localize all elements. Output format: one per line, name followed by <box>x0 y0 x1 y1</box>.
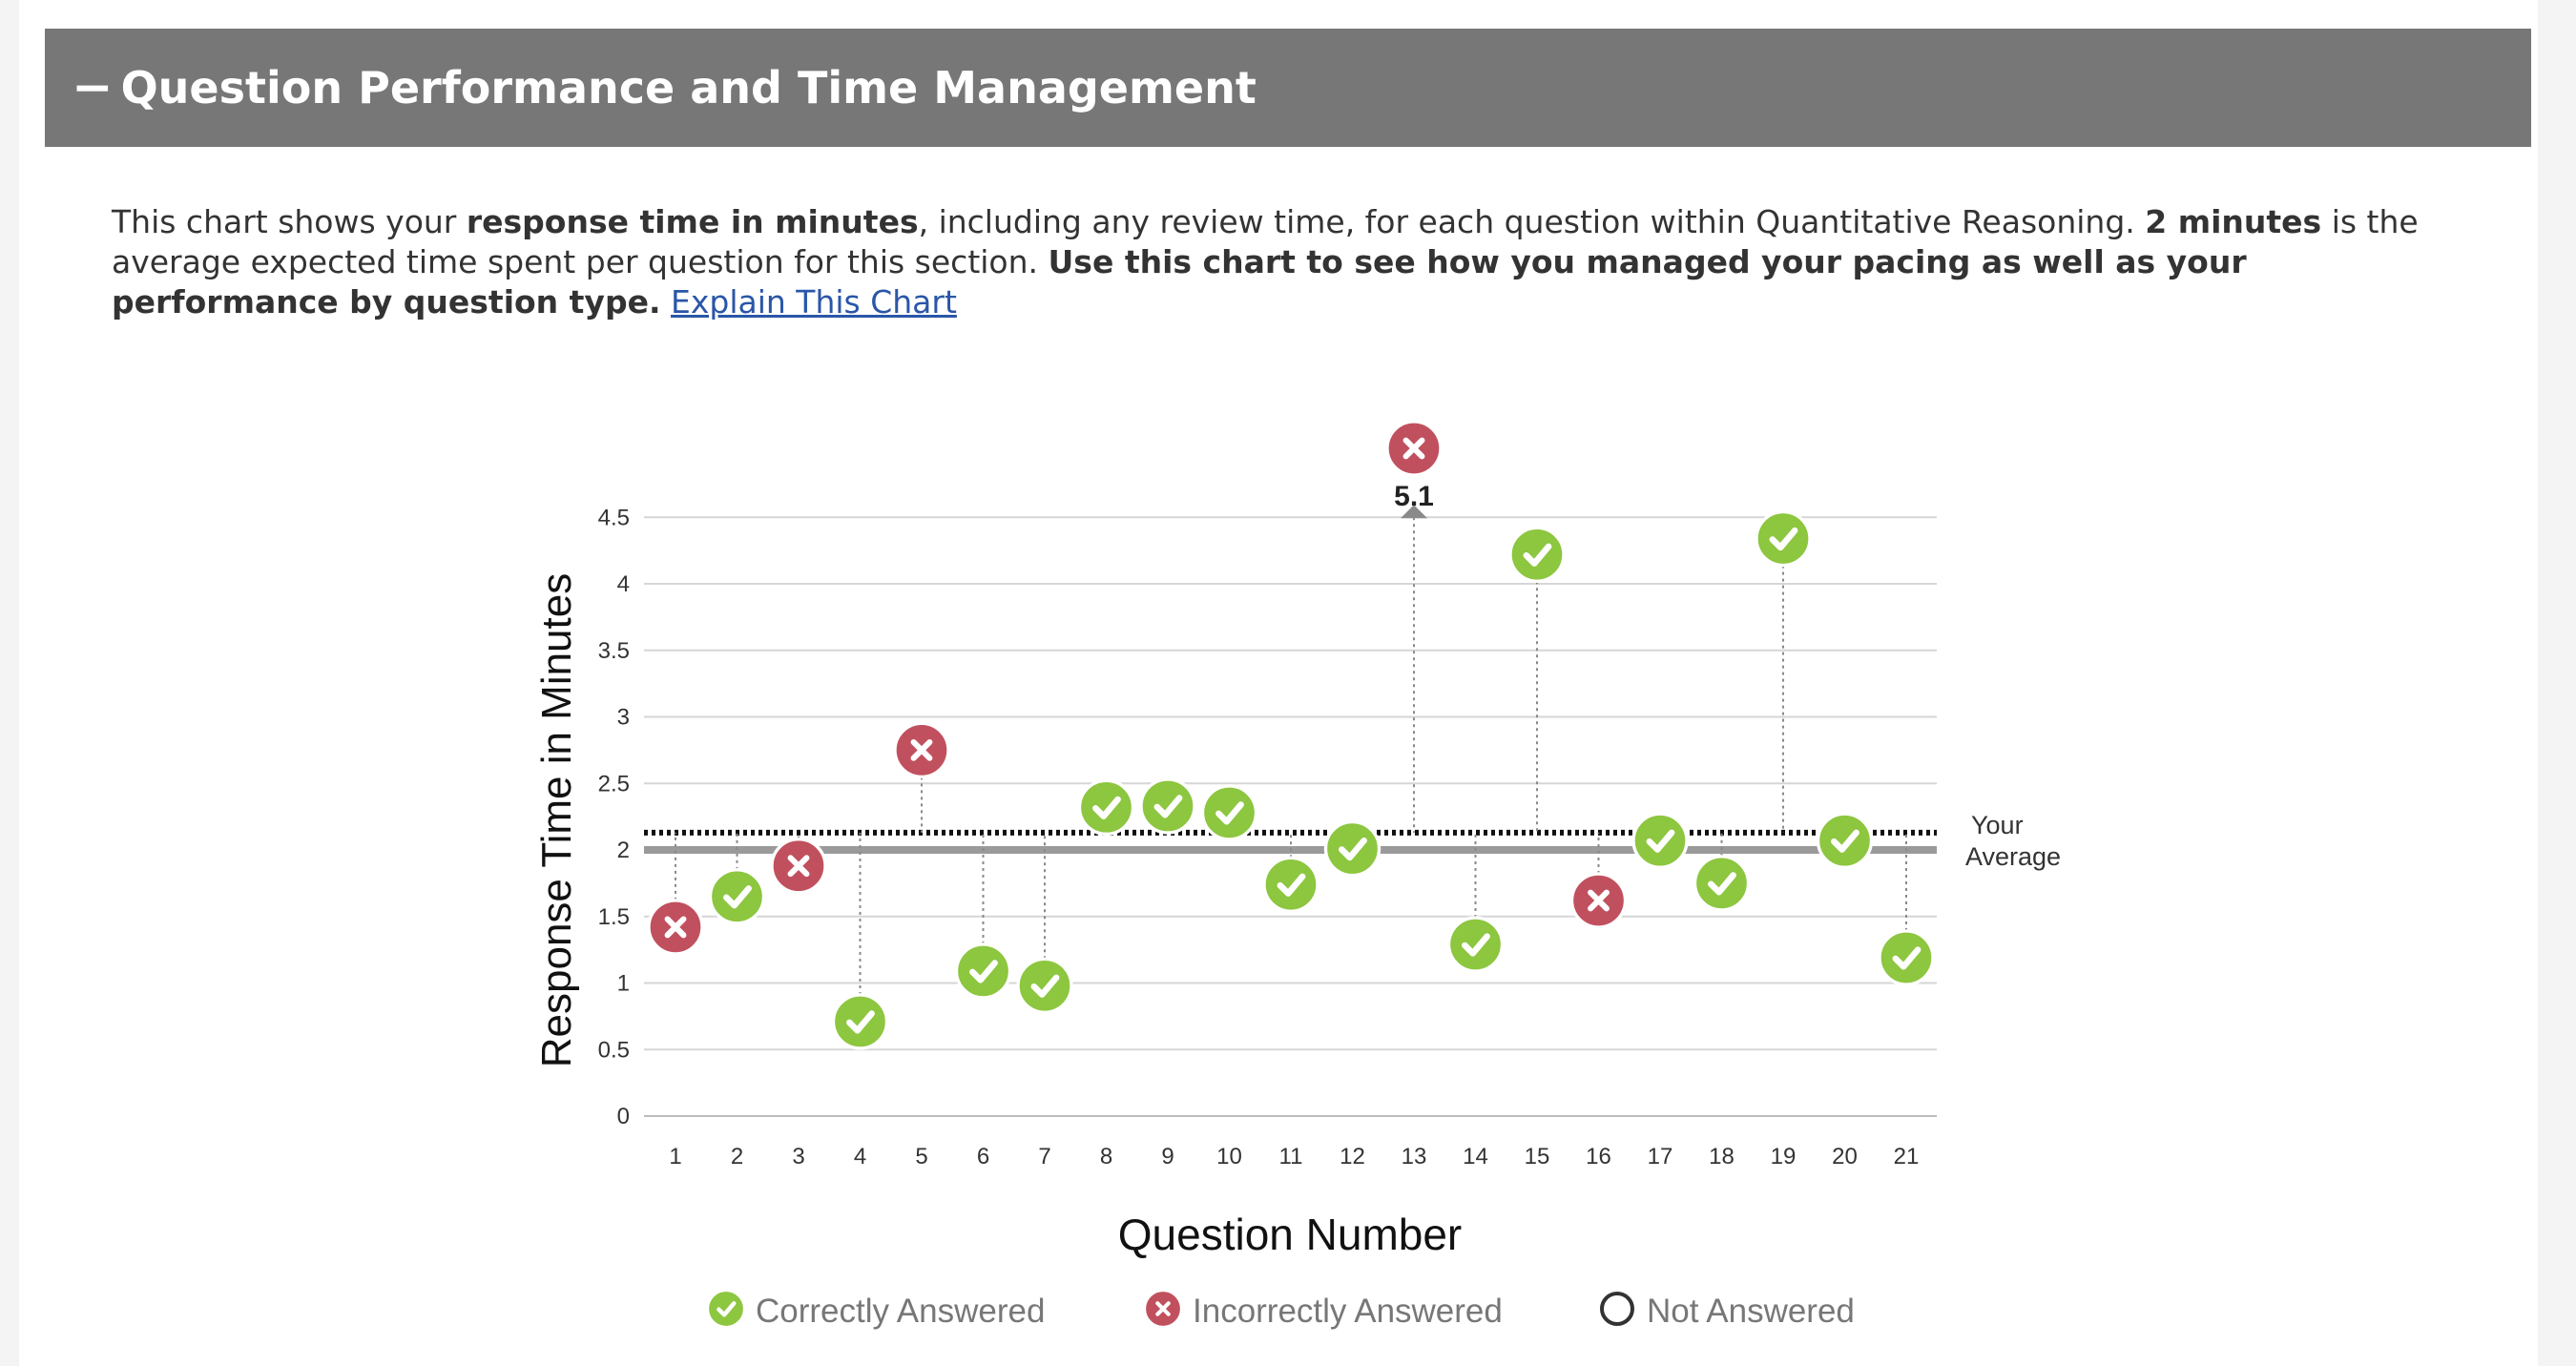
correct-point <box>1755 509 1812 568</box>
legend-correct-label: Correctly Answered <box>756 1293 1045 1330</box>
x-tick-label: 6 <box>977 1144 989 1169</box>
x-tick-label: 5 <box>915 1144 927 1169</box>
overflow-value-label: 5.1 <box>1394 481 1434 512</box>
your-average-label: Your <box>1971 811 2024 839</box>
section-title: Question Performance and Time Management <box>120 62 1257 114</box>
x-tick-label: 7 <box>1038 1144 1050 1169</box>
correct-point <box>1200 784 1258 841</box>
y-tick-label: 1.5 <box>598 904 630 930</box>
desc-bold-1: response time in minutes <box>466 203 919 240</box>
chart-description: This chart shows your response time in m… <box>112 202 2459 322</box>
legend-not-answered-label: Not Answered <box>1647 1293 1855 1330</box>
incorrect-point <box>1385 420 1443 477</box>
y-tick-label: 3 <box>617 705 630 731</box>
overflow-arrow-icon <box>1401 505 1427 519</box>
legend-incorrect-label: Incorrectly Answered <box>1193 1293 1503 1330</box>
legend-incorrect-icon <box>1143 1289 1183 1329</box>
y-axis-title: Response Time in Minutes <box>533 573 580 1067</box>
x-tick-label: 17 <box>1648 1144 1673 1169</box>
desc-text-3: is the average expected time spent per q… <box>112 203 2419 280</box>
x-tick-label: 10 <box>1216 1144 1242 1169</box>
x-tick-label: 21 <box>1894 1144 1920 1169</box>
incorrect-point <box>647 899 704 956</box>
x-axis-title: Question Number <box>1118 1210 1463 1259</box>
y-tick-label: 0 <box>617 1104 630 1129</box>
correct-point <box>831 993 889 1050</box>
x-tick-label: 2 <box>731 1144 743 1169</box>
x-tick-label: 13 <box>1402 1144 1427 1169</box>
y-tick-label: 0.5 <box>598 1037 630 1063</box>
explain-chart-link[interactable]: Explain This Chart <box>671 283 957 321</box>
incorrect-point <box>770 838 827 895</box>
correct-point <box>1446 916 1505 973</box>
desc-bold-2: 2 minutes <box>2145 203 2322 240</box>
report-panel <box>19 0 2538 1366</box>
y-tick-label: 3.5 <box>598 638 630 664</box>
x-tick-label: 16 <box>1586 1144 1611 1169</box>
x-tick-label: 12 <box>1340 1144 1365 1169</box>
correct-point <box>1816 812 1874 869</box>
correct-point <box>1139 777 1196 835</box>
correct-point <box>1693 855 1751 912</box>
collapse-icon[interactable]: − <box>72 59 114 116</box>
correct-point <box>1262 856 1319 913</box>
section-header[interactable]: − Question Performance and Time Manageme… <box>45 29 2531 147</box>
x-tick-label: 1 <box>669 1144 681 1169</box>
y-tick-label: 2 <box>617 838 630 863</box>
legend-not-answered-icon <box>1600 1292 1634 1326</box>
correct-point <box>1077 778 1135 837</box>
correct-point <box>954 942 1012 1000</box>
incorrect-point <box>893 721 950 779</box>
your-average-label: Average <box>1965 842 2061 871</box>
x-tick-label: 19 <box>1771 1144 1797 1169</box>
x-tick-label: 3 <box>792 1144 804 1169</box>
desc-text-1: This chart shows your <box>112 203 467 240</box>
x-tick-label: 14 <box>1463 1144 1488 1169</box>
x-tick-label: 15 <box>1525 1144 1550 1169</box>
y-tick-label: 4.5 <box>598 505 630 530</box>
x-tick-label: 20 <box>1832 1144 1858 1169</box>
correct-point <box>1323 819 1381 878</box>
correct-point <box>708 868 766 925</box>
correct-point <box>1631 812 1689 869</box>
x-tick-label: 8 <box>1100 1144 1112 1169</box>
desc-text-2: , including any review time, for each qu… <box>918 203 2146 240</box>
y-tick-label: 1 <box>617 971 630 997</box>
correct-point <box>1878 929 1935 986</box>
desc-bold-3: Use this chart to see how you managed yo… <box>112 243 2247 321</box>
incorrect-point <box>1569 872 1628 929</box>
x-tick-label: 11 <box>1279 1144 1303 1169</box>
correct-point <box>1016 957 1073 1014</box>
x-tick-label: 18 <box>1709 1144 1735 1169</box>
legend-correct-icon <box>706 1289 746 1329</box>
correct-point <box>1508 526 1566 583</box>
x-tick-label: 9 <box>1161 1144 1174 1169</box>
y-tick-label: 2.5 <box>598 771 630 797</box>
x-tick-label: 4 <box>854 1144 866 1169</box>
y-tick-label: 4 <box>617 571 630 597</box>
